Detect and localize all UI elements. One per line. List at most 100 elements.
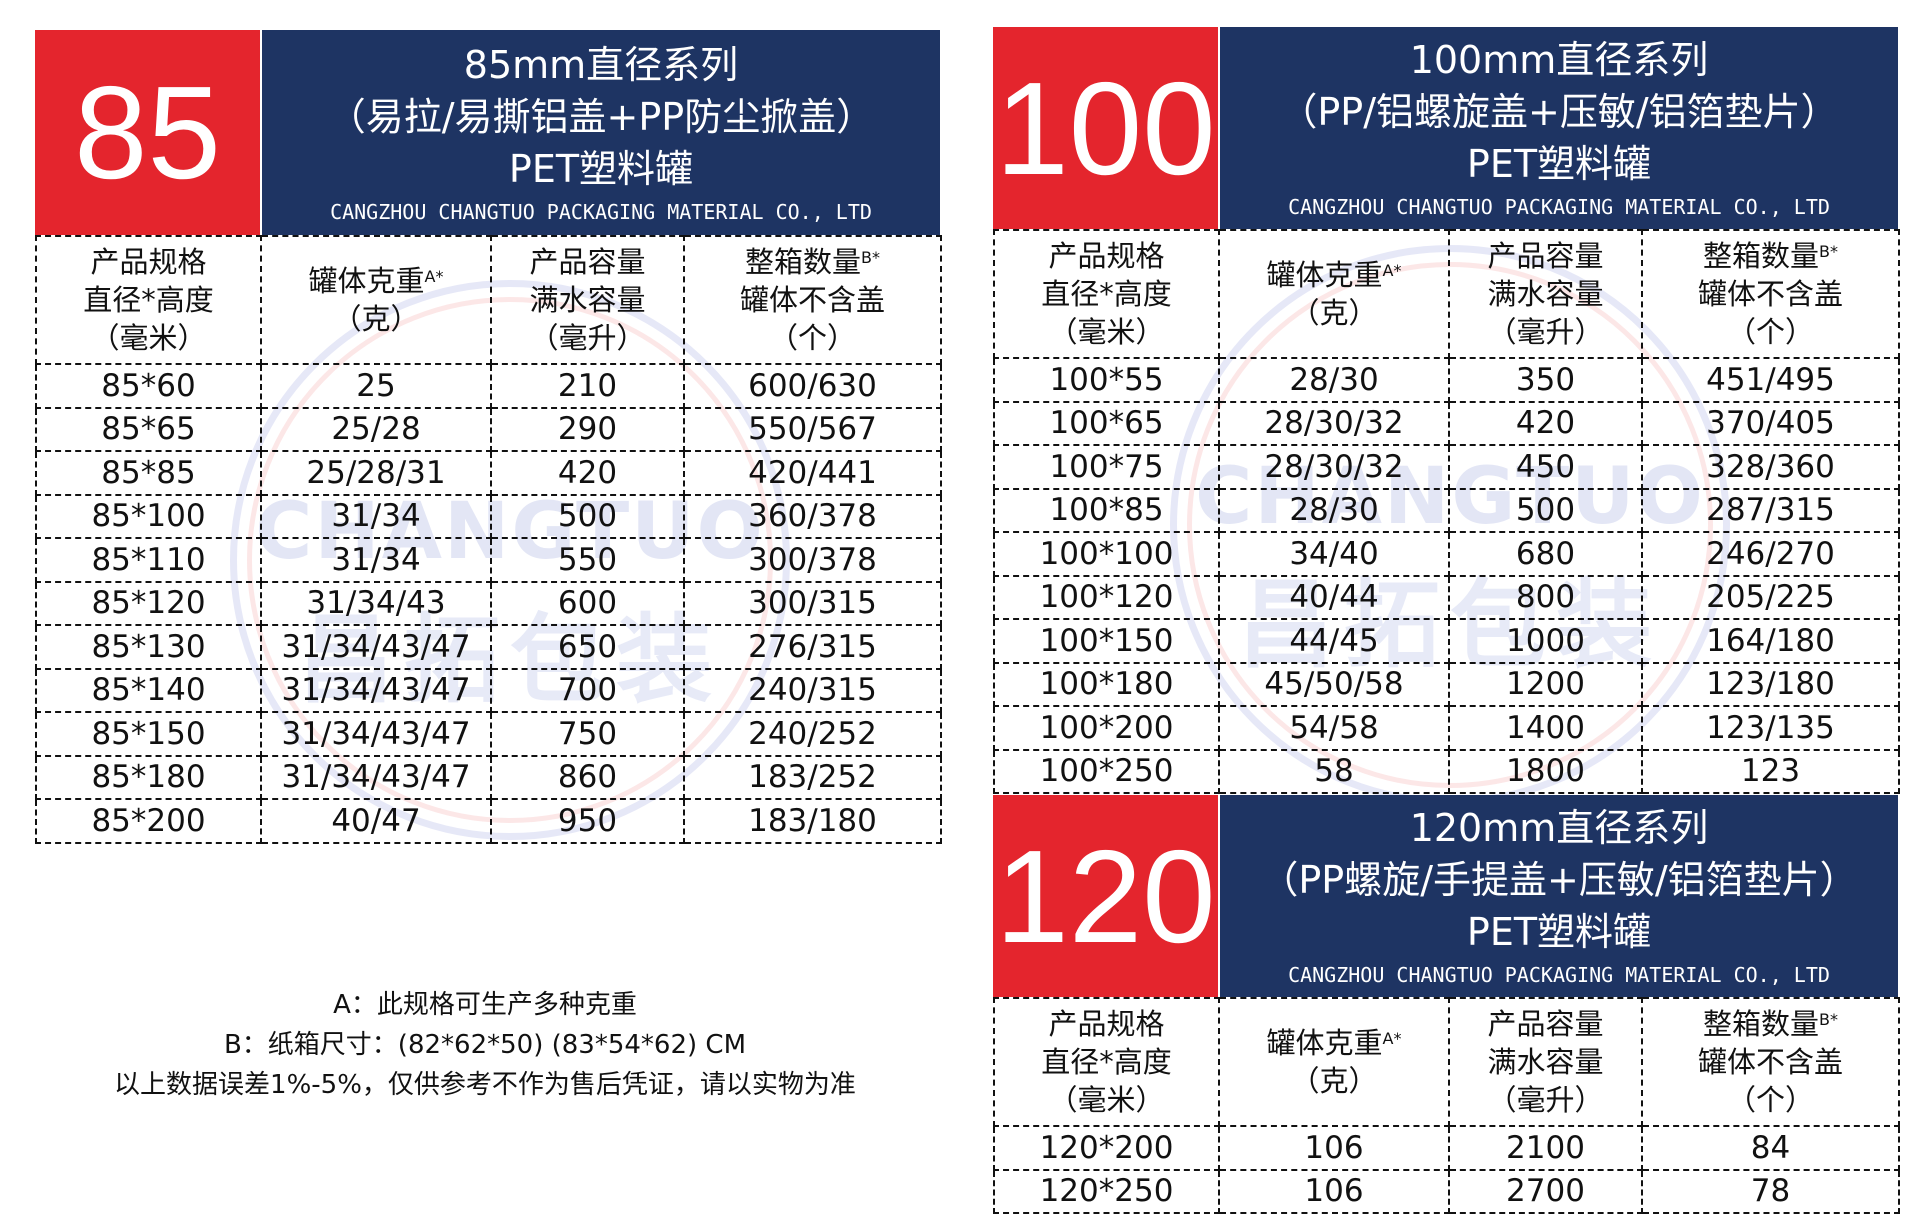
header-spec-line: （毫米） — [1048, 315, 1165, 349]
cell-weight: 28/30 — [1218, 357, 1450, 403]
cell-weight: 28/30/32 — [1218, 444, 1450, 490]
cell-weight: 25/28/31 — [260, 450, 492, 496]
footnote-mark-a: A* — [1382, 261, 1402, 280]
table-row: 100*65 28/30/32 420 370/405 — [993, 400, 1900, 446]
cell-capacity: 420 — [490, 450, 685, 496]
header-spec-line: 直径*高度 — [1041, 1045, 1172, 1079]
cell-weight: 34/40 — [1218, 531, 1450, 577]
cell-spec: 85*130 — [35, 624, 262, 670]
header-spec: 产品规格 直径*高度 （毫米） — [35, 235, 262, 365]
cell-spec: 100*100 — [993, 531, 1220, 577]
series-100-table: 产品规格 直径*高度 （毫米） 罐体克重A* （克） 产品容量 满水容量 （毫升） 整箱数量B*… — [993, 229, 1900, 794]
cell-capacity: 860 — [490, 754, 685, 800]
cell-weight: 31/34/43/47 — [260, 754, 492, 800]
series-title-line2: （PP/铝螺旋盖+压敏/铝箔垫片） — [1279, 90, 1839, 134]
footnotes: A：此规格可生产多种克重 B：纸箱尺寸：(82*62*50) (83*54*62… — [35, 985, 935, 1105]
table-row: 85*140 31/34/43/47 700 240/315 — [35, 667, 942, 713]
cell-spec: 85*85 — [35, 450, 262, 496]
header-weight-line: （克） — [1290, 296, 1378, 330]
series-title: 120mm直径系列 （PP螺旋/手提盖+压敏/铝箔垫片） PET塑料罐 CANG… — [1218, 795, 1898, 997]
header-capacity-line: 产品容量 — [529, 245, 646, 279]
table-row: 120*200 106 2100 84 — [993, 1125, 1900, 1171]
cell-box-quantity: 451/495 — [1641, 357, 1900, 403]
cell-box-quantity: 370/405 — [1641, 400, 1900, 446]
cell-capacity: 2100 — [1448, 1125, 1643, 1171]
header-box-quantity: 整箱数量B* 罐体不含盖 （个） — [1641, 997, 1900, 1127]
cell-box-quantity: 240/315 — [683, 667, 942, 713]
cell-capacity: 1800 — [1448, 748, 1643, 794]
cell-box-quantity: 123/135 — [1641, 705, 1900, 751]
cell-spec: 85*120 — [35, 580, 262, 626]
cell-spec: 85*180 — [35, 754, 262, 800]
series-85-block: 85 85mm直径系列 （易拉/易撕铝盖+PP防尘掀盖） PET塑料罐 CANG… — [35, 30, 942, 844]
table-header-row: 产品规格 直径*高度 （毫米） 罐体克重A* （克） 产品容量 满水容量 （毫升） 整箱数量B*… — [35, 235, 942, 365]
header-spec: 产品规格 直径*高度 （毫米） — [993, 229, 1220, 359]
table-row: 85*100 31/34 500 360/378 — [35, 493, 942, 539]
cell-spec: 100*75 — [993, 444, 1220, 490]
cell-weight: 31/34 — [260, 537, 492, 583]
header-box-quantity-line: （个） — [1726, 1083, 1814, 1117]
cell-capacity: 1400 — [1448, 705, 1643, 751]
header-weight: 罐体克重A* （克） — [1218, 997, 1450, 1127]
header-box-quantity-line: （个） — [768, 321, 856, 355]
cell-spec: 100*120 — [993, 574, 1220, 620]
table-header-row: 产品规格 直径*高度 （毫米） 罐体克重A* （克） 产品容量 满水容量 （毫升） 整箱数量B*… — [993, 997, 1900, 1127]
cell-weight: 25 — [260, 363, 492, 409]
cell-capacity: 700 — [490, 667, 685, 713]
series-title-line3: PET塑料罐 — [1466, 142, 1652, 186]
table-row: 100*250 58 1800 123 — [993, 748, 1900, 794]
cell-capacity: 500 — [1448, 487, 1643, 533]
cell-capacity: 500 — [490, 493, 685, 539]
cell-spec: 85*100 — [35, 493, 262, 539]
cell-capacity: 800 — [1448, 574, 1643, 620]
header-spec-line: 产品规格 — [1048, 1007, 1165, 1041]
series-100-header: 100 100mm直径系列 （PP/铝螺旋盖+压敏/铝箔垫片） PET塑料罐 C… — [993, 27, 1898, 229]
table-row: 100*100 34/40 680 246/270 — [993, 531, 1900, 577]
header-spec-line: 直径*高度 — [1041, 277, 1172, 311]
header-box-quantity: 整箱数量B* 罐体不含盖 （个） — [1641, 229, 1900, 359]
cell-weight: 25/28 — [260, 406, 492, 452]
header-box-quantity-line: 整箱数量B* — [1703, 1007, 1838, 1041]
cell-box-quantity: 78 — [1641, 1168, 1900, 1214]
cell-weight: 106 — [1218, 1125, 1450, 1171]
cell-spec: 85*140 — [35, 667, 262, 713]
cell-box-quantity: 183/252 — [683, 754, 942, 800]
series-title-line2: （易拉/易撕铝盖+PP防尘掀盖） — [327, 94, 875, 139]
cell-capacity: 420 — [1448, 400, 1643, 446]
cell-capacity: 350 — [1448, 357, 1643, 403]
cell-weight: 31/34/43 — [260, 580, 492, 626]
series-number: 85 — [35, 30, 260, 235]
cell-box-quantity: 287/315 — [1641, 487, 1900, 533]
series-120-header: 120 120mm直径系列 （PP螺旋/手提盖+压敏/铝箔垫片） PET塑料罐 … — [993, 795, 1898, 997]
header-capacity-line: （毫升） — [529, 321, 646, 355]
table-row: 100*75 28/30/32 450 328/360 — [993, 444, 1900, 490]
cell-spec: 120*250 — [993, 1168, 1220, 1214]
cell-spec: 120*200 — [993, 1125, 1220, 1171]
cell-spec: 100*180 — [993, 661, 1220, 707]
cell-weight: 106 — [1218, 1168, 1450, 1214]
header-weight-line: 罐体克重A* — [308, 264, 444, 298]
cell-box-quantity: 328/360 — [1641, 444, 1900, 490]
cell-spec: 100*65 — [993, 400, 1220, 446]
cell-spec: 100*200 — [993, 705, 1220, 751]
cell-box-quantity: 550/567 — [683, 406, 942, 452]
header-weight-line: 罐体克重A* — [1266, 258, 1402, 292]
table-row: 120*250 106 2700 78 — [993, 1168, 1900, 1214]
cell-weight: 31/34/43/47 — [260, 667, 492, 713]
header-spec-line: 直径*高度 — [83, 283, 214, 317]
footnote-mark-a: A* — [1382, 1029, 1402, 1048]
table-row: 100*55 28/30 350 451/495 — [993, 357, 1900, 403]
footnote-mark-b: B* — [1819, 1010, 1838, 1029]
cell-box-quantity: 276/315 — [683, 624, 942, 670]
header-capacity-line: （毫升） — [1487, 1083, 1604, 1117]
cell-spec: 85*60 — [35, 363, 262, 409]
cell-weight: 58 — [1218, 748, 1450, 794]
header-capacity: 产品容量 满水容量 （毫升） — [1448, 229, 1643, 359]
cell-capacity: 650 — [490, 624, 685, 670]
series-120-table: 产品规格 直径*高度 （毫米） 罐体克重A* （克） 产品容量 满水容量 （毫升） 整箱数量B*… — [993, 997, 1900, 1214]
cell-weight: 31/34/43/47 — [260, 711, 492, 757]
cell-spec: 100*150 — [993, 618, 1220, 664]
series-title-line1: 85mm直径系列 — [463, 42, 739, 87]
series-120-block: 120 120mm直径系列 （PP螺旋/手提盖+压敏/铝箔垫片） PET塑料罐 … — [993, 795, 1900, 1214]
header-capacity-line: （毫升） — [1487, 315, 1604, 349]
